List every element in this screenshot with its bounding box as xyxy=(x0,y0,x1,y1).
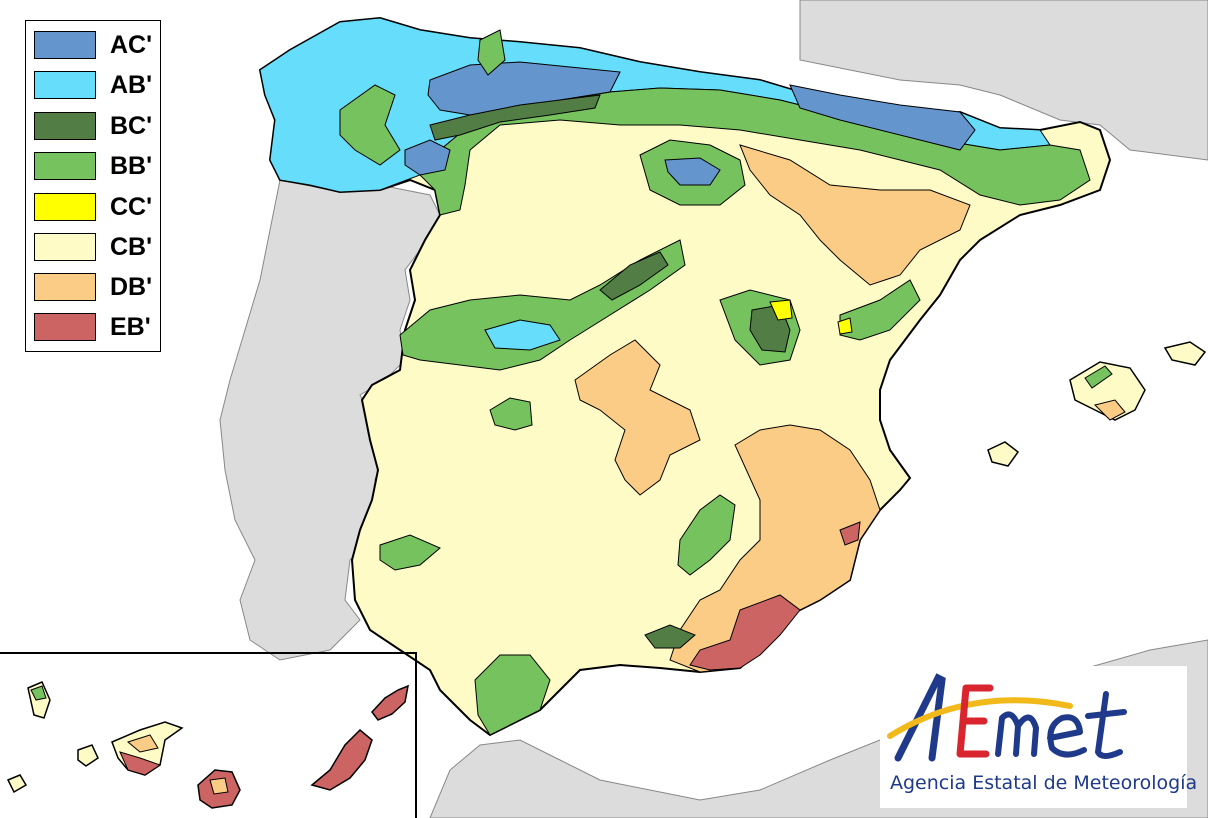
zone-bc-sierranevada xyxy=(644,624,696,649)
island-ibiza xyxy=(987,441,1020,467)
aemet-caption: Agencia Estatal de Meteorología xyxy=(890,772,1198,794)
zone-db-mancha xyxy=(574,339,701,496)
zone-bb-mallorca xyxy=(1084,365,1113,389)
logo-letter-m xyxy=(995,711,1039,757)
zone-bb-central xyxy=(399,239,686,371)
zone-bc-north xyxy=(429,94,601,141)
logo-letter-e xyxy=(956,684,994,758)
zone-ac-galicia xyxy=(404,139,451,176)
legend-item-bc: BC' xyxy=(34,112,156,142)
island-elhierro xyxy=(6,774,28,794)
logo-letter-e-lower xyxy=(1047,714,1087,758)
zone-bb-extremadura xyxy=(489,397,533,431)
legend-item-ac: AC' xyxy=(34,31,156,61)
legend-swatch xyxy=(34,112,96,140)
island-lanzarote xyxy=(371,684,409,721)
zone-bb-galicia-coast xyxy=(477,29,506,76)
legend-swatch xyxy=(34,313,96,341)
logo-swoosh xyxy=(887,697,1073,739)
zone-cc-teruel xyxy=(837,317,853,335)
legend-label: BC' xyxy=(110,112,153,140)
zone-bb-west xyxy=(379,534,441,571)
legend-label: CC' xyxy=(110,193,153,221)
legend-label: DB' xyxy=(110,273,153,301)
aemet-logo: Agencia Estatal de Meteorología xyxy=(880,666,1198,808)
zone-eb-murcia xyxy=(839,521,861,546)
legend-item-ab: AB' xyxy=(34,71,156,101)
zone-db-tenerife xyxy=(126,734,159,753)
zone-bb-lapalma xyxy=(30,685,47,701)
island-lagomera xyxy=(77,744,99,767)
zone-db-ebro xyxy=(739,144,971,286)
zone-ac-cantabrian xyxy=(427,61,621,116)
legend-swatch xyxy=(34,273,96,301)
legend-item-bb: BB' xyxy=(34,152,156,182)
legend-label: AB' xyxy=(110,71,153,99)
zone-cc-cuenca xyxy=(769,299,793,321)
legend-swatch xyxy=(34,233,96,261)
canary-islands-inset xyxy=(0,652,417,818)
island-menorca xyxy=(1163,341,1207,366)
legend-swatch xyxy=(34,71,96,99)
legend-item-cb: CB' xyxy=(34,233,156,263)
legend-swatch xyxy=(34,193,96,221)
zone-eb-tenerife xyxy=(119,751,162,776)
zone-ab-central xyxy=(484,319,561,351)
legend-label: EB' xyxy=(110,313,151,341)
zone-bb-teruel xyxy=(839,279,921,341)
zone-bc-central xyxy=(599,251,669,301)
zone-db-grancanaria xyxy=(209,777,229,795)
legend-label: BB' xyxy=(110,152,153,180)
logo-letter-t xyxy=(1085,691,1127,759)
zone-bb-galicia xyxy=(339,84,401,166)
legend-swatch xyxy=(34,152,96,180)
zone-ac-iberian xyxy=(664,157,721,186)
legend: AC' AB' BC' BB' CC' CB' DB' EB' xyxy=(25,20,161,352)
legend-item-cc: CC' xyxy=(34,193,156,223)
legend-item-eb: EB' xyxy=(34,313,156,343)
france-landmass xyxy=(799,0,1208,161)
zone-ac-pyrenees xyxy=(789,84,976,151)
zone-db-mallorca xyxy=(1094,399,1126,421)
aemet-wordmark xyxy=(887,673,1127,762)
legend-item-db: DB' xyxy=(34,273,156,303)
legend-swatch xyxy=(34,31,96,59)
zone-bb-andalusia xyxy=(474,654,551,736)
zone-eb-southeast xyxy=(689,594,801,671)
zone-bb-segura xyxy=(677,494,736,576)
zone-bb-north xyxy=(419,87,1091,216)
legend-label: CB' xyxy=(110,233,153,261)
legend-label: AC' xyxy=(110,31,153,59)
island-fuerteventura xyxy=(310,728,373,791)
